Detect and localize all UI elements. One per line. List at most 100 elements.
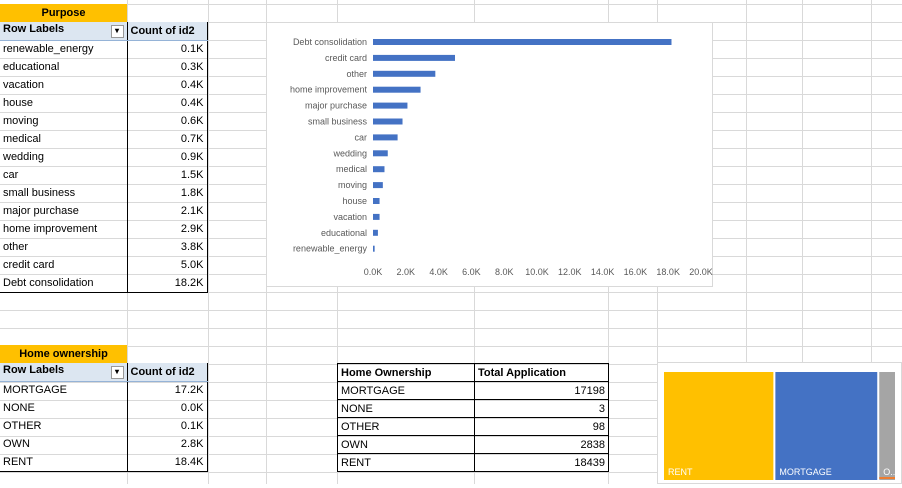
value-cell[interactable]: 2.1K <box>126 202 208 220</box>
row-label-cell[interactable]: home improvement <box>3 223 98 235</box>
value-cell[interactable]: 0.0K <box>126 399 208 417</box>
value-cell[interactable]: 2838 <box>474 435 609 454</box>
row-label-cell[interactable]: NONE <box>3 402 35 414</box>
bar[interactable] <box>373 134 398 141</box>
table-row[interactable]: NONE 3 <box>337 399 609 418</box>
count-header[interactable]: Count of id2 <box>126 22 208 41</box>
value-cell[interactable]: 3 <box>474 399 609 418</box>
row-label-cell[interactable]: NONE <box>337 399 475 418</box>
row-label-cell[interactable]: other <box>3 241 29 253</box>
row-label-cell[interactable]: vacation <box>3 79 44 91</box>
table-row[interactable]: credit card 5.0K <box>0 256 208 274</box>
value-cell[interactable]: 0.6K <box>126 112 208 130</box>
table-row[interactable]: home improvement 2.9K <box>0 220 208 238</box>
value-cell[interactable]: 5.0K <box>126 256 208 274</box>
table-row[interactable]: OWN 2.8K <box>0 435 208 453</box>
value-cell[interactable]: 0.7K <box>126 130 208 148</box>
count-header[interactable]: Count of id2 <box>126 363 208 382</box>
row-label-cell[interactable]: small business <box>3 187 76 199</box>
row-label-cell[interactable]: OWN <box>3 438 30 450</box>
table-row[interactable]: MORTGAGE 17198 <box>337 381 609 400</box>
row-label-cell[interactable]: OTHER <box>337 417 475 436</box>
treemap-tile[interactable] <box>664 372 774 480</box>
home-ownership-pivot-table[interactable]: Row Labels ▾ Count of id2 MORTGAGE 17.2K N… <box>0 363 208 472</box>
value-cell[interactable]: 18.2K <box>126 274 208 293</box>
row-label-cell[interactable]: major purchase <box>3 205 79 217</box>
row-labels-header[interactable]: Row Labels ▾ <box>0 22 127 41</box>
row-label-cell[interactable]: OWN <box>337 435 475 454</box>
value-cell[interactable]: 0.4K <box>126 76 208 94</box>
table-row[interactable]: RENT 18.4K <box>0 453 208 472</box>
table-row[interactable]: car 1.5K <box>0 166 208 184</box>
bar[interactable] <box>373 182 383 189</box>
value-cell[interactable]: 0.4K <box>126 94 208 112</box>
row-label-cell[interactable]: Debt consolidation <box>0 274 127 293</box>
table-row[interactable]: medical 0.7K <box>0 130 208 148</box>
value-cell[interactable]: 0.1K <box>126 417 208 435</box>
value-cell[interactable]: 18.4K <box>126 453 208 472</box>
table-row[interactable]: moving 0.6K <box>0 112 208 130</box>
bar[interactable] <box>373 198 380 204</box>
row-label-cell[interactable]: medical <box>3 133 41 145</box>
home-ownership-table[interactable]: Home Ownership Total Application MORTGAG… <box>337 363 609 472</box>
table-row[interactable]: MORTGAGE 17.2K <box>0 381 208 399</box>
table-row[interactable]: small business 1.8K <box>0 184 208 202</box>
row-label-cell[interactable]: MORTGAGE <box>3 384 67 397</box>
row-label-cell[interactable]: wedding <box>3 151 44 163</box>
table-row[interactable]: RENT 18439 <box>337 453 609 472</box>
sort-filter-icon[interactable]: ▾ <box>110 25 124 39</box>
bar[interactable] <box>373 102 408 109</box>
home-ownership-treemap[interactable]: RENT MORTGAGE O... <box>657 362 902 484</box>
table-row[interactable]: educational 0.3K <box>0 58 208 76</box>
value-cell[interactable]: 3.8K <box>126 238 208 256</box>
value-cell[interactable]: 18439 <box>474 453 609 472</box>
table-row[interactable]: OTHER 0.1K <box>0 417 208 435</box>
bar[interactable] <box>373 229 378 236</box>
value-cell[interactable]: 2.9K <box>126 220 208 238</box>
row-labels-header[interactable]: Row Labels ▾ <box>0 363 127 382</box>
value-cell[interactable]: 17198 <box>474 381 609 400</box>
table-row[interactable]: renewable_energy 0.1K <box>0 40 208 58</box>
total-application-col-header[interactable]: Total Application <box>474 363 609 382</box>
purpose-bar-chart[interactable]: Debt consolidation credit card other home i… <box>266 22 713 287</box>
row-label-cell[interactable]: educational <box>3 61 60 73</box>
value-cell[interactable]: 98 <box>474 417 609 436</box>
row-label-cell[interactable]: car <box>3 169 19 181</box>
row-label-cell[interactable]: credit card <box>3 259 55 271</box>
table-row[interactable]: wedding 0.9K <box>0 148 208 166</box>
value-cell[interactable]: 1.8K <box>126 184 208 202</box>
table-row[interactable]: house 0.4K <box>0 94 208 112</box>
value-cell[interactable]: 2.8K <box>126 435 208 453</box>
row-label-cell[interactable]: renewable_energy <box>3 43 94 56</box>
table-row[interactable]: Debt consolidation 18.2K <box>0 274 208 293</box>
row-label-cell[interactable]: RENT <box>0 453 127 472</box>
bar[interactable] <box>373 54 455 61</box>
table-row[interactable]: other 3.8K <box>0 238 208 256</box>
bar[interactable] <box>373 150 388 157</box>
bar[interactable] <box>373 86 421 93</box>
treemap-tile[interactable] <box>879 372 895 480</box>
bar[interactable] <box>373 166 385 173</box>
value-cell[interactable]: 1.5K <box>126 166 208 184</box>
bar[interactable] <box>373 39 672 45</box>
table-row[interactable]: OTHER 98 <box>337 417 609 436</box>
row-label-cell[interactable]: RENT <box>337 453 475 472</box>
value-cell[interactable]: 0.3K <box>126 58 208 76</box>
table-row[interactable]: NONE 0.0K <box>0 399 208 417</box>
table-row[interactable]: vacation 0.4K <box>0 76 208 94</box>
treemap-tile[interactable] <box>775 372 878 480</box>
row-label-cell[interactable]: OTHER <box>3 420 42 432</box>
row-label-cell[interactable]: moving <box>3 115 39 127</box>
value-cell[interactable]: 17.2K <box>126 381 208 399</box>
bar[interactable] <box>373 118 403 125</box>
home-ownership-col-header[interactable]: Home Ownership <box>337 363 475 382</box>
bar[interactable] <box>373 70 436 77</box>
bar[interactable] <box>373 213 380 220</box>
row-label-cell[interactable]: house <box>3 97 33 109</box>
row-label-cell[interactable]: MORTGAGE <box>337 381 475 400</box>
value-cell[interactable]: 0.1K <box>126 40 208 58</box>
value-cell[interactable]: 0.9K <box>126 148 208 166</box>
bar[interactable] <box>373 245 375 252</box>
table-row[interactable]: major purchase 2.1K <box>0 202 208 220</box>
filter-dropdown-icon[interactable]: ▾ <box>110 366 124 380</box>
